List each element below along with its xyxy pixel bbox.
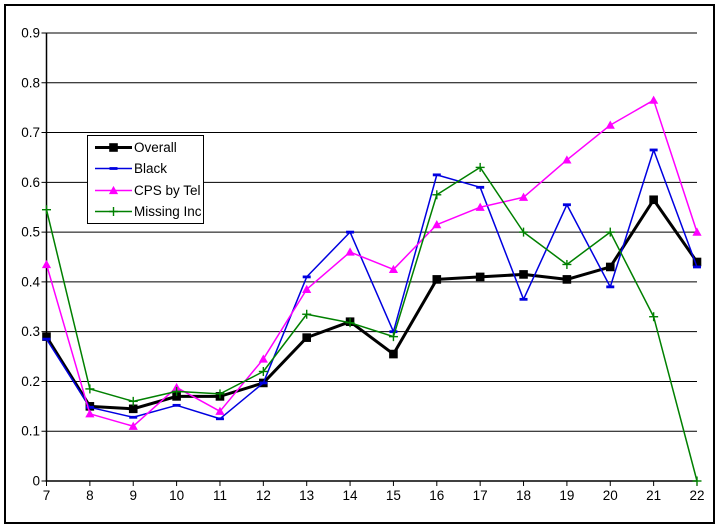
square-marker [42, 332, 51, 341]
x-axis-label: 12 [256, 488, 271, 503]
triangle-marker [562, 155, 572, 164]
square-marker [649, 195, 658, 205]
triangle-marker [388, 264, 399, 274]
dash-marker [172, 403, 181, 407]
series-missing-inc-line [45, 166, 698, 482]
square-marker [519, 270, 528, 279]
dash-marker [129, 415, 138, 419]
dash-marker [215, 417, 224, 421]
series-overall [42, 195, 702, 414]
square-marker [128, 404, 138, 414]
square-marker [562, 275, 572, 284]
dash-marker [693, 265, 701, 269]
black-line-sample-icon [95, 167, 132, 171]
x-axis-label: 9 [129, 488, 137, 503]
y-axis-label: 0.1 [21, 424, 40, 439]
legend-item-overall: Overall [95, 137, 203, 157]
x-axis-label: 14 [343, 488, 359, 503]
legend-label-overall: Overall [134, 139, 177, 155]
y-axis-label: 0.3 [21, 324, 40, 339]
dash-marker [302, 275, 311, 279]
x-axis-label: 20 [603, 488, 618, 503]
x-axis-label: 19 [559, 488, 574, 503]
y-axis-label: 0.7 [21, 125, 40, 140]
square-marker [432, 275, 442, 284]
x-axis-label: 8 [86, 488, 94, 503]
y-axis-label: 0.2 [21, 374, 40, 389]
x-axis-label: 16 [429, 488, 444, 503]
x-axis-label: 11 [213, 488, 227, 503]
dash-marker [519, 297, 528, 301]
overall-line-sample-icon [95, 143, 132, 152]
x-axis-label: 21 [646, 488, 661, 503]
x-axis-label: 18 [516, 488, 531, 503]
legend-item-black: Black [95, 159, 203, 179]
legend-label-black: Black [134, 161, 168, 177]
series-missing-inc [42, 162, 702, 486]
legend-label-missing-inc: Missing Inc [134, 204, 202, 220]
dash-marker [109, 167, 118, 171]
triangle-marker [41, 259, 52, 269]
dash-marker [649, 148, 658, 152]
cps-by-tel-line-sample-icon [95, 185, 132, 194]
triangle-marker [108, 185, 119, 194]
chart-background [4, 4, 715, 524]
dash-marker [42, 337, 51, 341]
y-axis-label: 0.5 [21, 225, 40, 240]
series-cps-by-tel [41, 95, 702, 430]
triangle-marker [85, 409, 95, 418]
triangle-marker [128, 421, 138, 430]
y-axis-label: 0 [32, 474, 40, 489]
dash-marker [606, 285, 615, 289]
triangle-marker [345, 247, 355, 256]
y-axis-label: 0.9 [21, 26, 40, 41]
x-axis-label: 17 [473, 488, 488, 503]
y-axis-label: 0.6 [21, 175, 40, 190]
square-marker [302, 333, 311, 342]
y-axis-label: 0.8 [21, 75, 40, 90]
square-marker [109, 143, 118, 152]
x-axis-label: 22 [689, 488, 704, 503]
legend-label-cps-by-tel: CPS by Tel [134, 182, 201, 198]
dash-marker [346, 230, 355, 234]
square-marker [605, 262, 615, 272]
series-cps-by-tel-line [45, 99, 698, 427]
dash-marker [562, 203, 571, 207]
square-marker [692, 257, 702, 267]
dash-marker [85, 405, 94, 409]
square-marker [389, 349, 398, 359]
x-axis-label: 15 [386, 488, 401, 503]
dash-marker [389, 330, 398, 334]
dash-marker [259, 381, 268, 385]
series-black [42, 148, 701, 421]
triangle-marker [215, 406, 225, 415]
triangle-marker [475, 202, 485, 211]
triangle-marker [518, 192, 529, 201]
triangle-marker [649, 95, 659, 104]
dash-marker [432, 173, 441, 177]
triangle-marker [432, 220, 442, 229]
triangle-marker [302, 284, 312, 293]
x-axis-label: 10 [169, 488, 184, 503]
dash-marker [476, 185, 485, 189]
x-axis-label: 13 [299, 488, 314, 503]
square-marker [475, 272, 485, 282]
square-marker [172, 392, 181, 401]
legend: Overall Black CPS by Tel Missing Inc [87, 135, 204, 224]
series-black-line [45, 149, 698, 420]
missing-inc-line-sample-icon [95, 207, 132, 217]
y-axis-label: 0.4 [21, 274, 40, 289]
triangle-marker [692, 227, 702, 236]
legend-item-missing-inc: Missing Inc [95, 202, 203, 222]
series-overall-line [45, 198, 699, 411]
triangle-marker [605, 120, 615, 129]
x-axis-label: 7 [43, 488, 51, 503]
triangle-marker [258, 354, 268, 363]
legend-item-cps-by-tel: CPS by Tel [95, 180, 203, 200]
